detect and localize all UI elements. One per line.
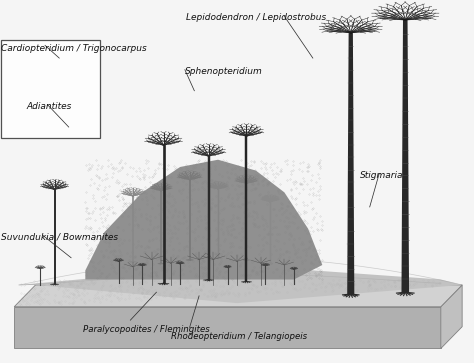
Polygon shape [19, 265, 462, 303]
Polygon shape [14, 307, 441, 348]
Text: Stigmaria: Stigmaria [360, 171, 404, 180]
Text: Adiantites: Adiantites [26, 102, 72, 111]
Text: Paralycopodites / Flemingites: Paralycopodites / Flemingites [83, 325, 210, 334]
Text: Suvundukia / Bowmanites: Suvundukia / Bowmanites [1, 232, 118, 241]
FancyBboxPatch shape [1, 40, 100, 138]
Polygon shape [85, 160, 322, 280]
Polygon shape [441, 285, 462, 348]
Polygon shape [401, 20, 409, 292]
Text: Rhodeopteridium / Telangiopeis: Rhodeopteridium / Telangiopeis [171, 332, 307, 341]
Text: Sphenopteridium: Sphenopteridium [185, 67, 263, 76]
Polygon shape [347, 33, 354, 294]
Text: Lepidodendron / Lepidostrobus: Lepidodendron / Lepidostrobus [186, 13, 326, 22]
Text: Cardiopteridium / Trigonocarpus: Cardiopteridium / Trigonocarpus [1, 44, 146, 53]
Polygon shape [14, 285, 462, 307]
